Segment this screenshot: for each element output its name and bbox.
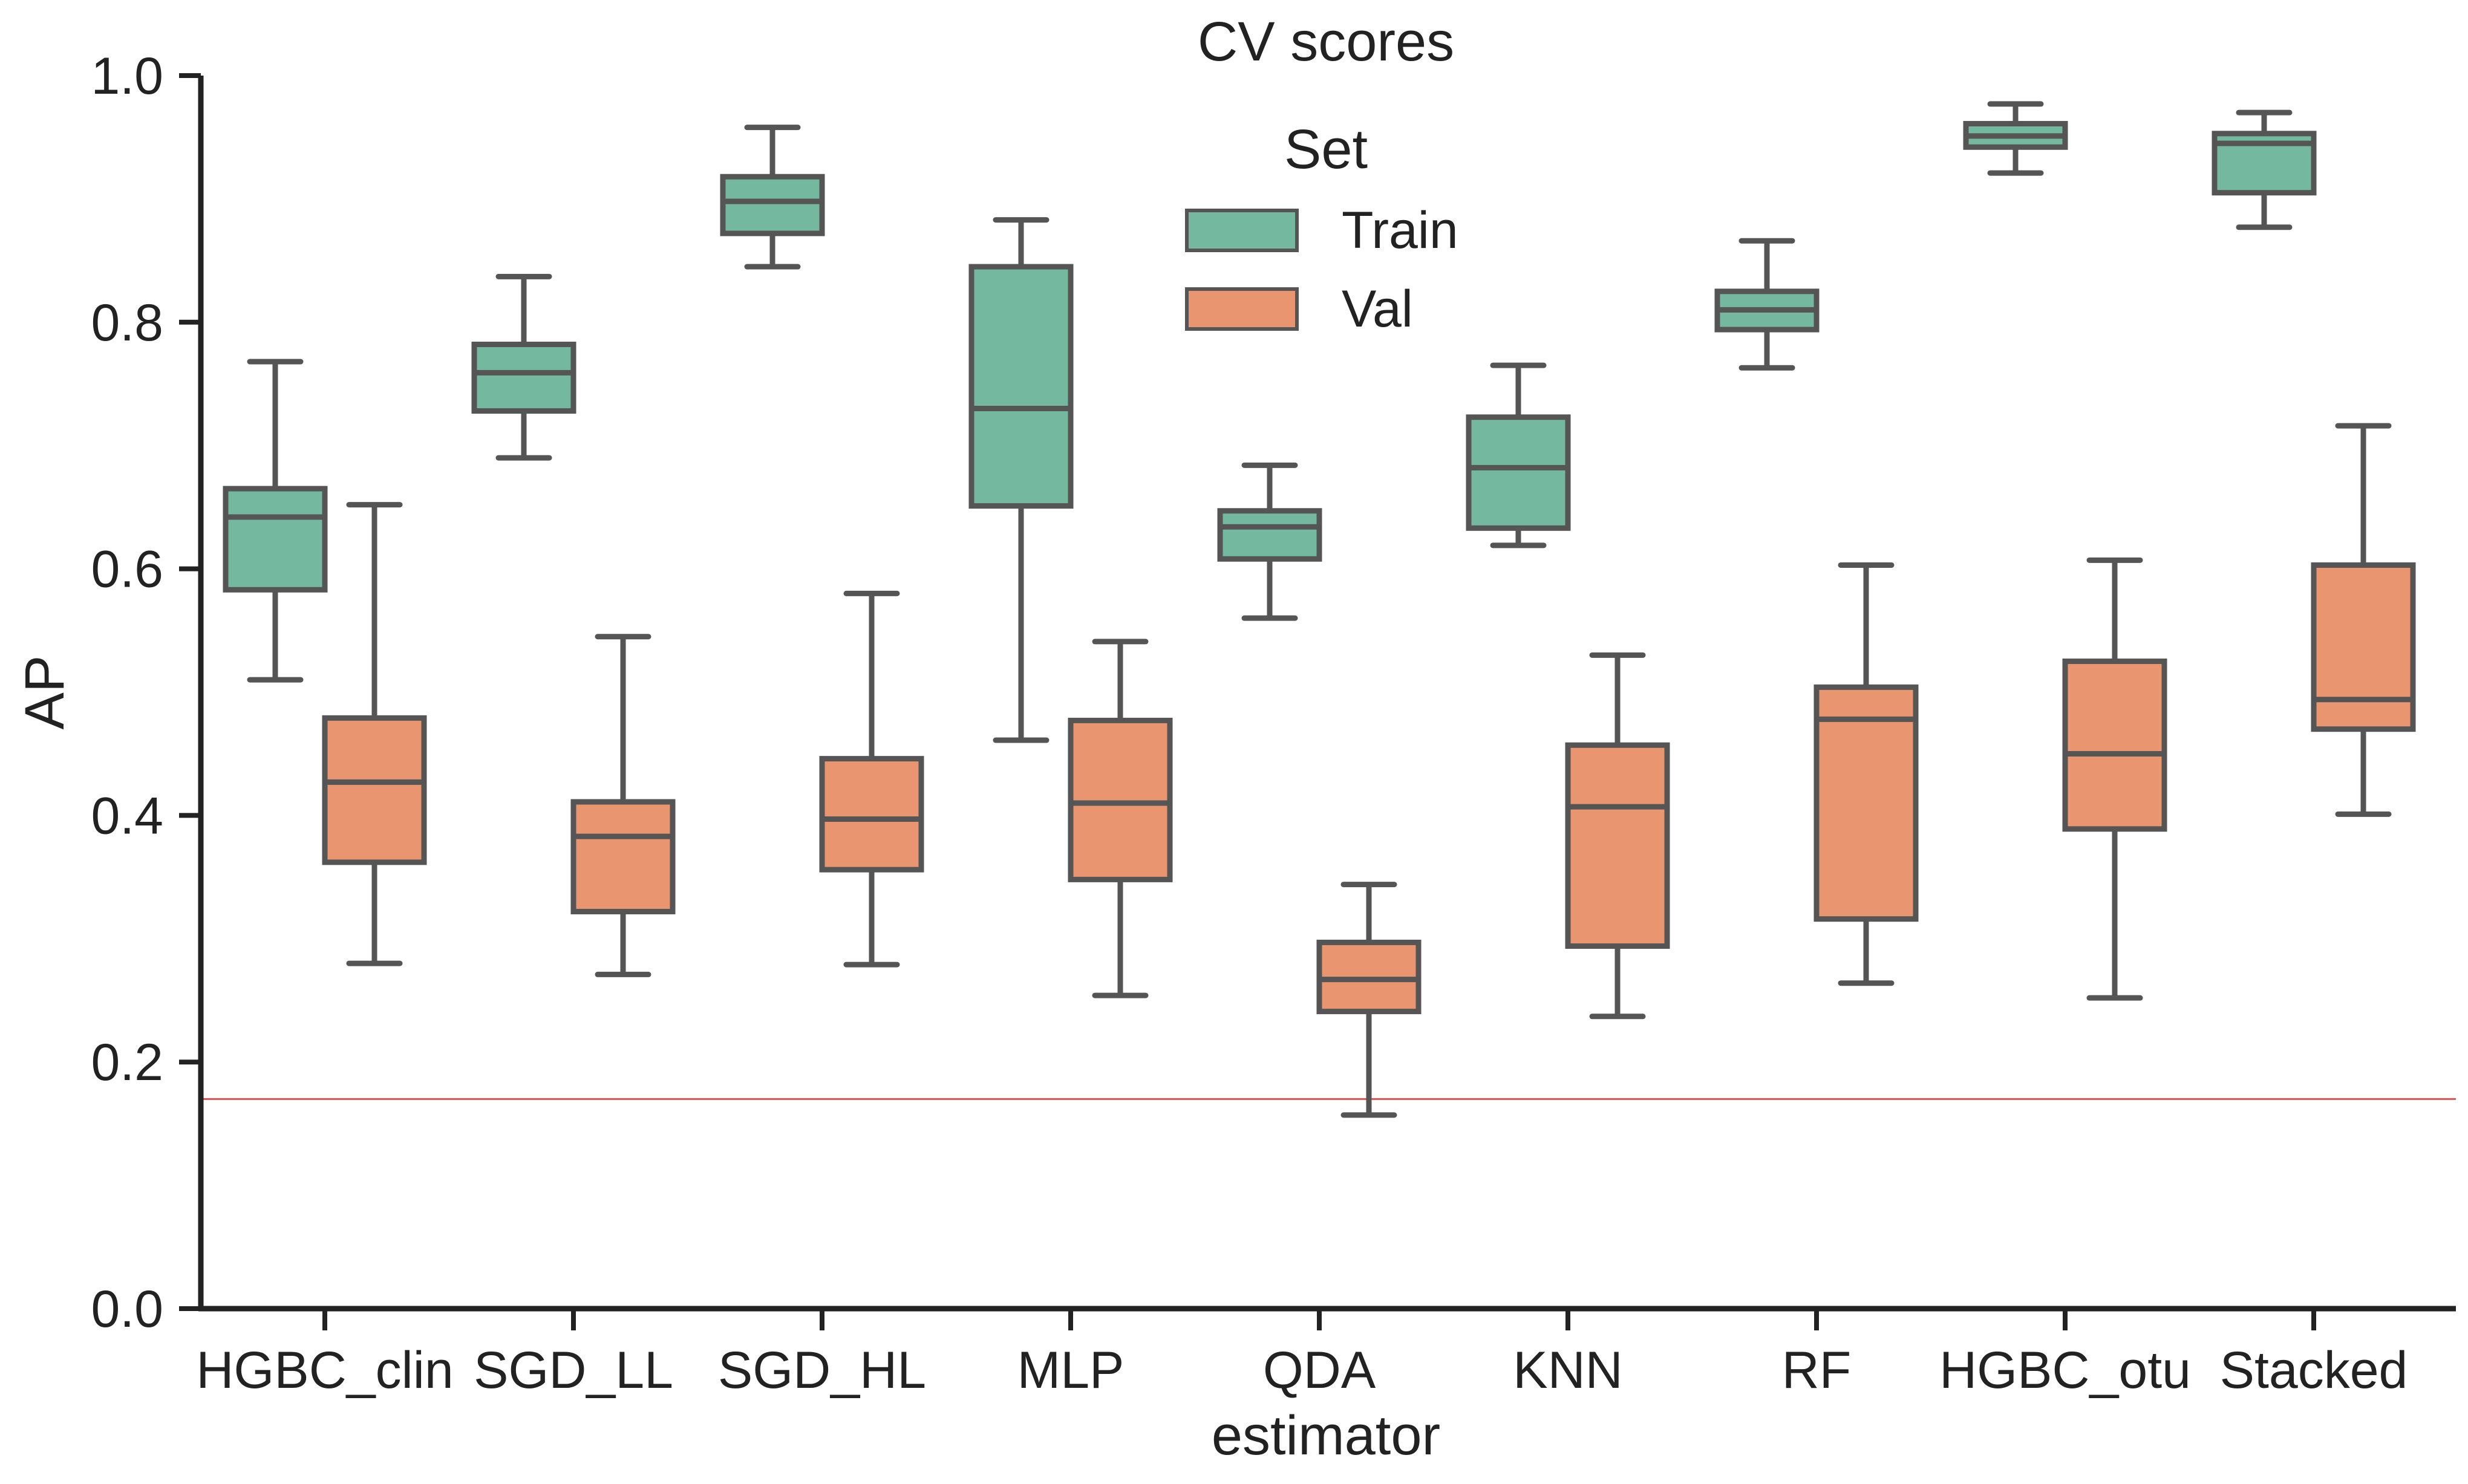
x-tick-label: HGBC_clin: [196, 1341, 453, 1399]
y-tick-label: 0.8: [91, 294, 163, 352]
x-axis-label: estimator: [1212, 1405, 1440, 1466]
box-val-SGD_HL: [819, 590, 924, 968]
iqr-box: [1068, 717, 1173, 882]
y-tick-label: 0.6: [91, 541, 163, 599]
legend-label-val: Val: [1342, 280, 1413, 338]
iqr-box: [2062, 659, 2167, 832]
box-val-QDA: [1316, 882, 1422, 1118]
box-train-HGBC_otu: [1963, 101, 2068, 176]
x-tick-label: KNN: [1513, 1341, 1623, 1399]
boxes-layer: [223, 101, 2416, 1118]
x-tick-label: SGD_HL: [718, 1341, 926, 1399]
box-train-SGD_LL: [471, 273, 576, 461]
box-val-HGBC_otu: [2062, 557, 2167, 1001]
x-tick-label: SGD_LL: [474, 1341, 673, 1399]
box-val-KNN: [1565, 652, 1670, 1020]
iqr-box: [322, 715, 427, 865]
box-train-MLP: [968, 217, 1074, 743]
iqr-box: [223, 486, 328, 593]
box-train-RF: [1714, 238, 1820, 371]
box-val-RF: [1813, 562, 1919, 986]
iqr-box: [1813, 684, 1919, 922]
y-tick-label: 0.4: [91, 787, 163, 845]
iqr-box: [819, 756, 924, 873]
box-train-HGBC_clin: [223, 359, 328, 683]
x-ticks: HGBC_clin SGD_LL SGD_HL MLP QDA KNN RF HGBC_otu…: [196, 1309, 2408, 1399]
legend-title: Set: [1284, 119, 1368, 180]
iqr-box: [471, 342, 576, 414]
box-train-QDA: [1217, 462, 1322, 621]
x-tick-label: QDA: [1263, 1341, 1376, 1399]
iqr-box: [1565, 742, 1670, 949]
iqr-box: [1217, 508, 1322, 562]
box-train-KNN: [1466, 362, 1571, 548]
iqr-box: [1466, 414, 1571, 531]
legend-label-train: Train: [1342, 201, 1458, 259]
y-tick-label: 1.0: [91, 47, 163, 105]
iqr-box: [570, 799, 676, 914]
y-tick-label: 0.2: [91, 1033, 163, 1092]
chart-title: CV scores: [1198, 11, 1454, 73]
legend-swatch-val: [1185, 287, 1299, 331]
box-val-MLP: [1068, 639, 1173, 998]
box-val-SGD_LL: [570, 634, 676, 977]
box-val-HGBC_clin: [322, 502, 427, 966]
y-axis-label: AP: [14, 656, 76, 730]
x-tick-label: Stacked: [2220, 1341, 2408, 1399]
x-tick-label: HGBC_otu: [1939, 1341, 2191, 1399]
iqr-box: [2311, 562, 2416, 732]
box-train-Stacked: [2212, 109, 2317, 230]
iqr-box: [968, 264, 1074, 509]
iqr-box: [720, 174, 825, 236]
y-ticks: 0.0 0.2 0.4 0.6 0.8 1.0: [91, 47, 201, 1338]
box-val-Stacked: [2311, 423, 2416, 817]
y-tick-label: 0.0: [91, 1280, 163, 1338]
box-train-SGD_HL: [720, 125, 825, 270]
x-tick-label: MLP: [1017, 1341, 1125, 1399]
x-tick-label: RF: [1782, 1341, 1852, 1399]
legend: Set Train Val: [1185, 119, 1458, 338]
legend-swatch-train: [1185, 209, 1299, 252]
